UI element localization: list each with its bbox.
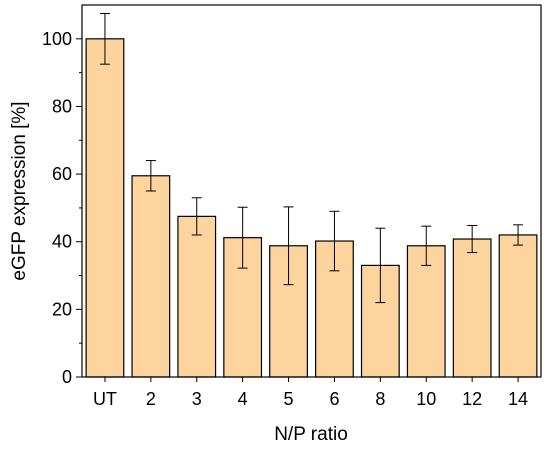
bar-3 xyxy=(177,215,217,378)
error-bar-10 xyxy=(421,225,432,266)
x-axis: UT 2 3 4 5 6 8 10 12 14 xyxy=(93,377,528,409)
x-tick-label-3: 3 xyxy=(192,389,202,409)
x-tick-label-10: 10 xyxy=(416,389,436,409)
bar-UT xyxy=(85,38,125,378)
error-bar-5 xyxy=(283,206,294,286)
y-tick-label-0: 0 xyxy=(62,367,72,387)
y-axis-label: eGFP expression [%] xyxy=(9,101,30,280)
x-tick-label-14: 14 xyxy=(508,389,528,409)
error-bar-6 xyxy=(329,210,340,272)
y-tick-label-80: 80 xyxy=(52,96,72,116)
x-axis-label: N/P ratio xyxy=(274,424,348,445)
error-bar-12 xyxy=(467,224,478,254)
bar-2 xyxy=(131,175,171,378)
x-tick-label-5: 5 xyxy=(284,389,294,409)
x-tick-label-2: 2 xyxy=(146,389,156,409)
x-tick-label-6: 6 xyxy=(329,389,339,409)
y-tick-label-100: 100 xyxy=(42,29,72,49)
plot-frame xyxy=(81,4,542,378)
bar-12 xyxy=(452,238,492,378)
x-tick-label-8: 8 xyxy=(375,389,385,409)
y-axis: 0 20 40 60 80 100 xyxy=(42,29,82,387)
error-bar-4 xyxy=(237,206,248,269)
x-tick-label-4: 4 xyxy=(238,389,248,409)
error-bar-UT xyxy=(99,12,110,65)
bars-group xyxy=(85,38,538,378)
y-tick-label-40: 40 xyxy=(52,232,72,252)
bar-8 xyxy=(360,264,400,378)
error-bar-8 xyxy=(375,227,386,304)
error-bar-14 xyxy=(513,224,524,246)
x-tick-label-12: 12 xyxy=(462,389,482,409)
bar-14 xyxy=(498,234,538,378)
y-tick-label-60: 60 xyxy=(52,164,72,184)
error-bar-3 xyxy=(191,197,202,236)
x-tick-label-UT: UT xyxy=(93,389,117,409)
error-bar-2 xyxy=(145,160,156,192)
y-tick-label-20: 20 xyxy=(52,299,72,319)
error-bars-group xyxy=(99,12,524,304)
